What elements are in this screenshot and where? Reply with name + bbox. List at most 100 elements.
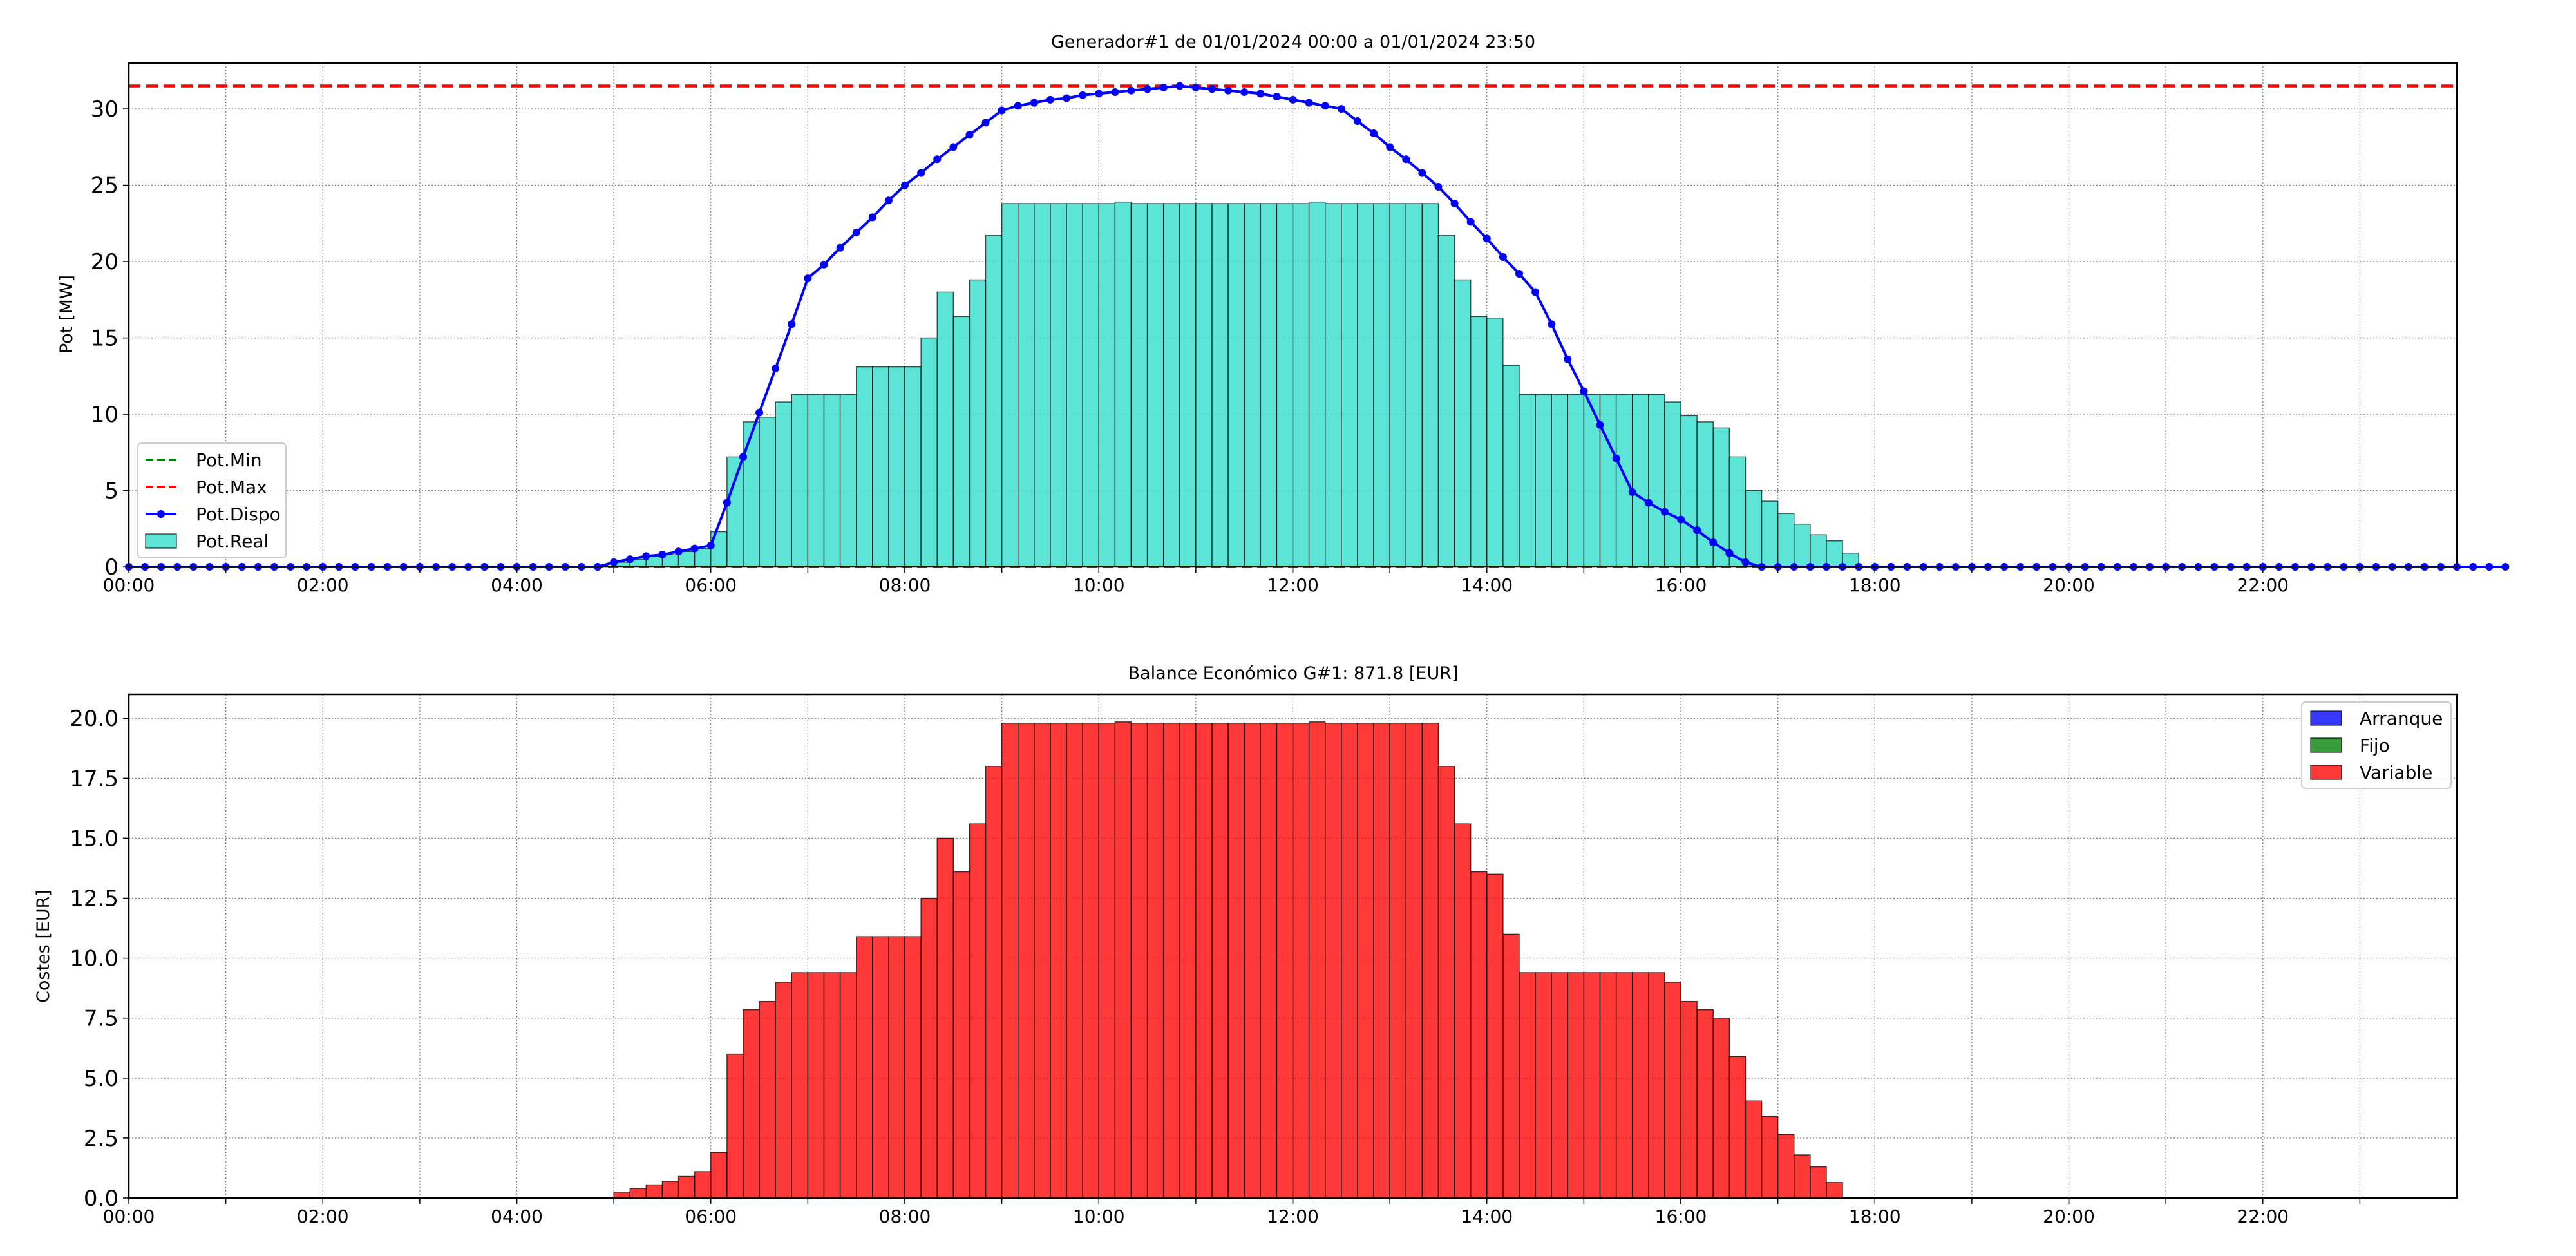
legend-fijo-label: Fijo xyxy=(2360,735,2390,756)
variable-cost-bar xyxy=(1001,722,1019,1199)
variable-cost-bar xyxy=(629,1188,647,1199)
variable-cost-bar xyxy=(1373,722,1390,1199)
legend-box xyxy=(137,442,287,558)
variable-cost-bar xyxy=(1648,972,1665,1199)
y-tick-label: 7.5 xyxy=(84,1006,118,1032)
pot-real-bar xyxy=(952,316,971,567)
variable-cost-bar xyxy=(1502,933,1520,1199)
variable-cost-bar xyxy=(791,972,809,1199)
pot-dispo-point xyxy=(1628,488,1636,496)
pot-real-bar xyxy=(1114,201,1132,567)
pot-dispo-point xyxy=(1580,387,1588,395)
pot-dispo-point xyxy=(933,155,942,164)
variable-cost-bar xyxy=(1114,721,1132,1199)
pot-real-bar xyxy=(1325,203,1342,567)
variable-cost-bar xyxy=(1680,1000,1698,1199)
pot-dispo-point xyxy=(1386,143,1394,151)
legend-variable-swatch xyxy=(2310,765,2342,780)
legend-fijo-swatch xyxy=(2310,737,2342,753)
pot-real-bar xyxy=(1535,394,1552,567)
pot-dispo-point xyxy=(610,558,618,566)
variable-cost-bar xyxy=(1567,972,1585,1199)
pot-real-bar xyxy=(904,366,922,567)
pot-real-bar xyxy=(1195,203,1213,567)
cost-chart-title: Balance Económico G#1: 871.8 [EUR] xyxy=(1128,663,1459,683)
x-tick-label: 00:00 xyxy=(103,575,155,596)
x-tick-label: 04:00 xyxy=(491,575,543,596)
pot-real-bar xyxy=(726,456,744,567)
variable-cost-bar xyxy=(1437,766,1455,1199)
pot-dispo-point xyxy=(1321,102,1329,110)
cost-legend: Arranque Fijo Variable xyxy=(2301,701,2452,789)
variable-cost-bar xyxy=(1728,1056,1747,1199)
pot-real-bar xyxy=(1244,203,1262,567)
variable-cost-bar xyxy=(710,1152,728,1199)
legend-pot-max-label: Pot.Max xyxy=(196,477,267,498)
pot-real-bar xyxy=(872,366,889,567)
pot-real-bar xyxy=(1567,394,1585,567)
pot-dispo-point xyxy=(2501,563,2510,571)
pot-dispo-point xyxy=(1143,85,1151,93)
variable-cost-bar xyxy=(1292,722,1310,1199)
y-tick-label: 15 xyxy=(91,326,118,352)
pot-dispo-point xyxy=(1564,355,1572,363)
variable-cost-bar xyxy=(1179,722,1197,1199)
pot-dispo-point xyxy=(1612,454,1620,462)
pot-dispo-point xyxy=(868,213,876,222)
variable-cost-bar xyxy=(936,837,954,1199)
pot-real-bar xyxy=(1810,534,1827,567)
pot-dispo-point xyxy=(1014,102,1022,110)
pot-dispo-point xyxy=(1127,86,1135,95)
x-tick-label: 10:00 xyxy=(1073,575,1125,596)
variable-cost-bar xyxy=(1308,721,1326,1199)
pot-real-bar xyxy=(1551,394,1569,567)
power-chart-title: Generador#1 de 01/01/2024 00:00 a 01/01/… xyxy=(1051,32,1535,52)
pot-real-bar xyxy=(1098,203,1116,567)
pot-dispo-point xyxy=(2469,563,2477,571)
pot-real-bar xyxy=(1470,316,1488,567)
pot-dispo-point xyxy=(1030,99,1038,107)
pot-dispo-point xyxy=(884,196,893,205)
variable-cost-bar xyxy=(1050,722,1067,1199)
pot-dispo-point xyxy=(1046,95,1054,104)
pot-real-bar xyxy=(1066,203,1083,567)
variable-cost-bar xyxy=(969,823,987,1199)
pot-real-bar xyxy=(743,421,760,567)
x-tick-label: 12:00 xyxy=(1267,1206,1319,1227)
variable-cost-bar xyxy=(1826,1182,1843,1199)
pot-dispo-point xyxy=(1079,91,1087,99)
x-tick-label: 02:00 xyxy=(297,1206,349,1227)
variable-cost-bar xyxy=(1082,722,1099,1199)
pot-dispo-point xyxy=(690,544,699,553)
cost-y-axis: 0.0 2.5 5.0 7.5 10.0 12.5 15.0 17.5 20.0 xyxy=(70,706,129,1212)
pot-real-bar xyxy=(920,337,938,567)
x-tick-label: 22:00 xyxy=(2237,1206,2289,1227)
power-y-axis: 0 5 10 15 20 25 30 xyxy=(91,97,129,580)
pot-dispo-point xyxy=(1111,88,1119,97)
pot-real-bar xyxy=(1728,456,1747,567)
pot-dispo-point xyxy=(2485,563,2494,571)
pot-real-bar xyxy=(1599,394,1617,567)
pot-dispo-point xyxy=(1693,526,1701,535)
pot-real-bar xyxy=(1018,203,1035,567)
pot-dispo-point xyxy=(1289,95,1297,104)
pot-real-bar xyxy=(1437,235,1455,567)
variable-cost-bar xyxy=(888,936,905,1199)
pot-real-bar xyxy=(823,394,841,567)
pot-real-bar xyxy=(1162,203,1180,567)
variable-cost-bar xyxy=(1389,722,1406,1199)
power-x-axis: 00:00 02:00 04:00 06:00 08:00 10:00 12:00 14:00… xyxy=(103,567,2361,596)
pot-real-bar xyxy=(1826,540,1843,567)
pot-real-bar xyxy=(1761,500,1779,567)
y-tick-label: 25 xyxy=(91,173,118,199)
variable-cost-bar xyxy=(1632,972,1649,1199)
pot-real-bar xyxy=(1146,203,1164,567)
x-tick-label: 12:00 xyxy=(1267,575,1319,596)
pot-dispo-point xyxy=(1531,288,1540,296)
variable-cost-bar xyxy=(677,1175,696,1199)
variable-cost-bar xyxy=(743,1009,760,1199)
pot-dispo-point xyxy=(1159,83,1168,91)
pot-real-bar xyxy=(1615,394,1633,567)
variable-cost-bar xyxy=(645,1184,663,1199)
